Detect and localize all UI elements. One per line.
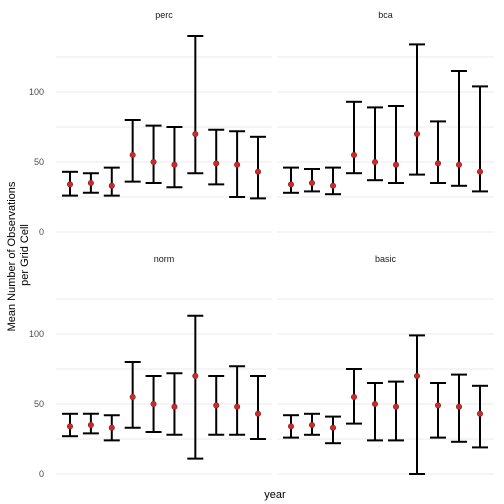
- mean-point: [87, 180, 94, 187]
- mean-point: [67, 423, 74, 430]
- mean-point: [213, 402, 220, 409]
- y-tick-label: 50: [34, 399, 44, 409]
- panel-strip-label: norm: [154, 254, 175, 264]
- mean-point: [329, 182, 336, 189]
- mean-point: [434, 160, 441, 167]
- mean-point: [287, 423, 294, 430]
- y-axis-title-line-1: Mean Number of Observations: [6, 181, 18, 331]
- mean-point: [192, 131, 199, 138]
- mean-point: [234, 161, 241, 168]
- mean-point: [476, 168, 483, 175]
- mean-point: [150, 400, 157, 407]
- mean-point: [350, 393, 357, 400]
- mean-point: [413, 372, 420, 379]
- y-tick-label: 50: [34, 157, 44, 167]
- mean-point: [129, 152, 136, 159]
- mean-point: [308, 421, 315, 428]
- mean-point: [150, 159, 157, 166]
- mean-point: [234, 403, 241, 410]
- mean-point: [329, 424, 336, 431]
- mean-point: [308, 180, 315, 187]
- mean-point: [192, 372, 199, 379]
- y-tick-label: 100: [29, 87, 44, 97]
- panel-perc: perc 0 50 100: [29, 10, 272, 237]
- mean-point: [392, 161, 399, 168]
- panel-strip-label: perc: [155, 10, 173, 20]
- mean-point: [213, 160, 220, 167]
- panel-strip-label: bca: [378, 10, 393, 20]
- mean-point: [434, 402, 441, 409]
- mean-point: [255, 410, 262, 417]
- mean-point: [476, 410, 483, 417]
- mean-point: [455, 161, 462, 168]
- panel-strip-label: basic: [375, 254, 397, 264]
- y-tick-label: 100: [29, 329, 44, 339]
- mean-point: [108, 182, 115, 189]
- y-axis-title: Mean Number of Observations per Grid Cel…: [6, 179, 31, 332]
- mean-point: [129, 393, 136, 400]
- panel-bca: bca: [277, 10, 494, 233]
- mean-point: [87, 421, 94, 428]
- mean-point: [455, 403, 462, 410]
- panels-layer: perc 0 50 100 bca norm 0 50 100 basic: [29, 10, 494, 479]
- x-axis-title: year: [264, 489, 286, 501]
- y-tick-label: 0: [39, 227, 44, 237]
- mean-point: [255, 168, 262, 175]
- panel-basic: basic: [277, 254, 494, 475]
- mean-point: [392, 403, 399, 410]
- mean-point: [371, 159, 378, 166]
- mean-point: [171, 161, 178, 168]
- mean-point: [108, 424, 115, 431]
- y-tick-label: 0: [39, 469, 44, 479]
- panel-norm: norm 0 50 100: [29, 254, 272, 479]
- mean-point: [350, 152, 357, 159]
- mean-point: [287, 181, 294, 188]
- mean-point: [371, 400, 378, 407]
- mean-point: [413, 131, 420, 138]
- y-axis-title-line-2: per Grid Cell: [19, 224, 31, 286]
- mean-point: [67, 181, 74, 188]
- mean-point: [171, 403, 178, 410]
